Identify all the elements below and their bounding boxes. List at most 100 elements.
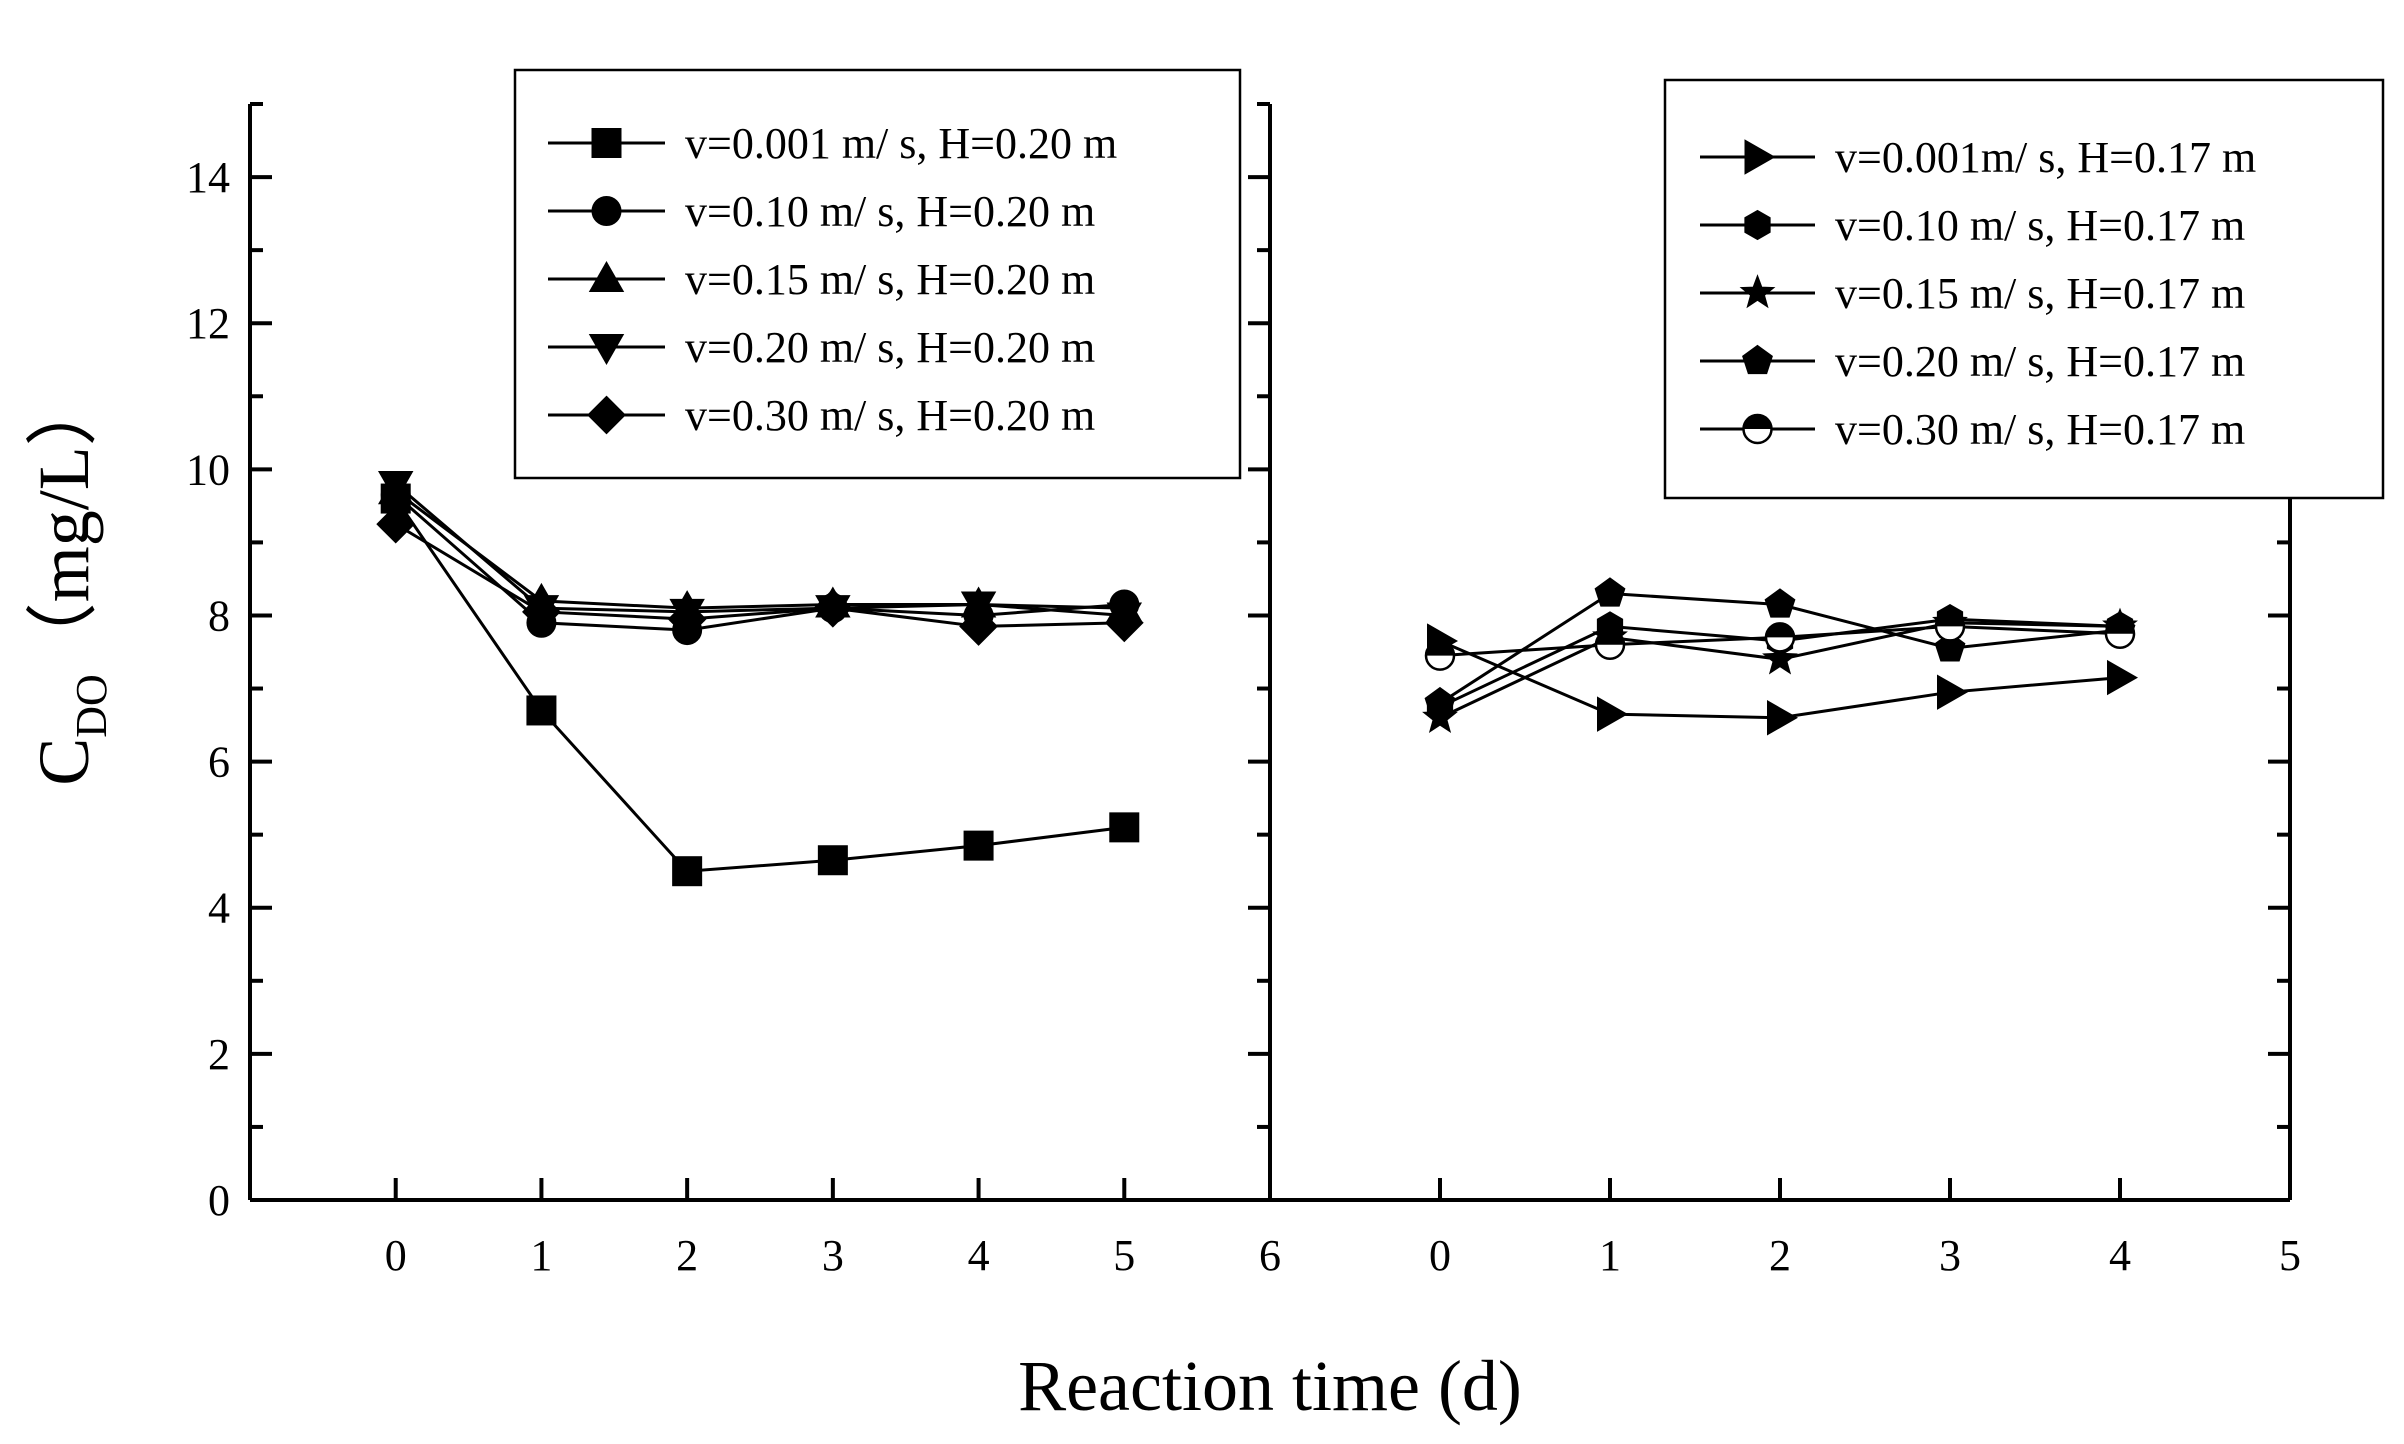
legend-marker-hexagon (1744, 209, 1771, 241)
legend-label: v=0.20 m/ s, H=0.20 m (685, 323, 1095, 372)
x-tick-label: 0 (1429, 1231, 1451, 1280)
x-tick-label: 5 (1113, 1231, 1135, 1280)
data-point-half-circle-fill (1596, 630, 1624, 645)
legend-marker-square (591, 128, 622, 158)
legend-entry: v=0.15 m/ s, H=0.17 m (1700, 269, 2245, 318)
data-point-half-circle (1594, 629, 1626, 660)
legend-entry: v=0.001 m/ s, H=0.20 m (548, 119, 1117, 168)
y-tick-label: 14 (186, 153, 230, 202)
data-point-triangle-right (1597, 696, 1629, 732)
data-point-diamond (959, 607, 998, 646)
x-tick-label: 5 (2279, 1231, 2301, 1280)
y-axis-title-unit: （mg/L） (24, 374, 104, 674)
data-point-half-circle (1424, 640, 1456, 671)
legend-marker-half-circle-fill (1743, 415, 1772, 429)
series-line (394, 493, 1125, 632)
x-tick-label: 2 (676, 1231, 698, 1280)
data-point-half-circle (1934, 611, 1966, 642)
y-tick-label: 6 (208, 738, 230, 787)
y-tick-label: 8 (208, 591, 230, 640)
legend-label: v=0.001 m/ s, H=0.20 m (685, 119, 1117, 168)
legend-label: v=0.20 m/ s, H=0.17 m (1835, 337, 2245, 386)
data-point-triangle-right (2107, 659, 2139, 696)
x-tick-label: 0 (385, 1231, 407, 1280)
series-2-5 (1424, 611, 2136, 671)
x-tick-label: 3 (1939, 1231, 1961, 1280)
legend-marker-pentagon (1742, 344, 1773, 375)
y-tick-label: 0 (208, 1176, 230, 1225)
legend-box (513, 68, 1242, 480)
legend-label: v=0.001m/ s, H=0.17 m (1835, 133, 2256, 182)
data-point-pentagon (1594, 577, 1626, 607)
legend-marker-diamond (587, 395, 626, 435)
y-axis-title-main: C (24, 738, 104, 786)
data-point-half-circle-fill (1766, 623, 1794, 638)
series-1-1 (380, 483, 1140, 887)
legend-label: v=0.30 m/ s, H=0.17 m (1835, 405, 2245, 454)
data-point-diamond (667, 599, 707, 639)
legend-label: v=0.15 m/ s, H=0.20 m (685, 255, 1095, 304)
data-point-half-circle (1764, 622, 1796, 653)
data-point-diamond (376, 504, 416, 544)
axis-titles-layer: CDO（mg/L） Reaction time (d) (24, 374, 1522, 1426)
data-point-pentagon (1764, 588, 1796, 618)
data-point-pentagon (1934, 632, 1966, 662)
y-tick-label: 2 (208, 1030, 230, 1079)
legend-marker-half-circle (1742, 413, 1773, 445)
series-1-2 (380, 479, 1140, 646)
legend-panel-2: v=0.001m/ s, H=0.17 m v=0.10 m/ s, H=0.17… (1663, 78, 2385, 500)
legend-marker-circle (591, 196, 622, 226)
legend-entry: v=0.10 m/ s, H=0.20 m (548, 187, 1095, 236)
data-point-pentagon (1424, 686, 1456, 717)
legends-layer: v=0.001 m/ s, H=0.20 m v=0.10 m/ s, H=0.2… (513, 68, 2385, 500)
legend-label: v=0.10 m/ s, H=0.20 m (685, 187, 1095, 236)
data-point-half-circle (2104, 618, 2136, 649)
data-point-square (1109, 812, 1140, 843)
x-tick-label: 4 (2109, 1231, 2131, 1280)
data-point-diamond (1104, 603, 1144, 643)
legend-entry: v=0.001m/ s, H=0.17 m (1700, 133, 2256, 182)
legend-entry: v=0.10 m/ s, H=0.17 m (1700, 201, 2245, 250)
y-tick-label: 4 (208, 884, 230, 933)
y-tick-label: 10 (186, 445, 230, 494)
data-point-square (526, 695, 557, 726)
legend-label: v=0.30 m/ s, H=0.20 m (685, 391, 1095, 440)
series-1-5 (376, 504, 1144, 646)
data-point-triangle-down (960, 591, 997, 623)
data-point-triangle-right (1767, 700, 1799, 736)
series-line (394, 522, 1125, 628)
legend-marker-triangle-up (588, 260, 625, 292)
data-point-star (1762, 640, 1798, 675)
legend-marker-triangle-right (1744, 139, 1776, 175)
x-tick-label: 1 (1599, 1231, 1621, 1280)
data-point-triangle-down (377, 470, 414, 502)
series-1-3 (377, 473, 1143, 622)
data-point-half-circle-fill (2106, 619, 2134, 634)
legend-label: v=0.15 m/ s, H=0.17 m (1835, 269, 2245, 318)
legend-entry: v=0.30 m/ s, H=0.17 m (1700, 405, 2245, 454)
x-tick-label: 3 (822, 1231, 844, 1280)
x-tick-label: 6 (1259, 1231, 1281, 1280)
x-tick-label: 1 (530, 1231, 552, 1280)
data-point-square (672, 856, 703, 887)
data-point-half-circle-fill (1426, 641, 1454, 656)
legend-panel-1: v=0.001 m/ s, H=0.20 m v=0.10 m/ s, H=0.2… (513, 68, 1242, 480)
series-line (394, 497, 1125, 873)
y-tick-label: 12 (186, 299, 230, 348)
y-axis-title: CDO（mg/L） (24, 374, 116, 786)
legend-label: v=0.10 m/ s, H=0.17 m (1835, 201, 2245, 250)
data-point-square (817, 845, 848, 876)
series-line (394, 482, 1125, 617)
data-point-half-circle-fill (1936, 612, 1964, 627)
data-point-square (963, 830, 994, 861)
legend-marker-star (1739, 274, 1776, 309)
data-point-diamond (522, 592, 561, 632)
legend-marker-triangle-down (588, 334, 625, 366)
legend-entry: v=0.30 m/ s, H=0.20 m (548, 391, 1095, 440)
x-tick-label: 4 (968, 1231, 990, 1280)
data-point-triangle-right (1937, 674, 1969, 710)
legend-entry: v=0.20 m/ s, H=0.17 m (1700, 337, 2245, 386)
x-axis-title: Reaction time (d) (1018, 1346, 1522, 1426)
series-layer (376, 470, 2139, 887)
